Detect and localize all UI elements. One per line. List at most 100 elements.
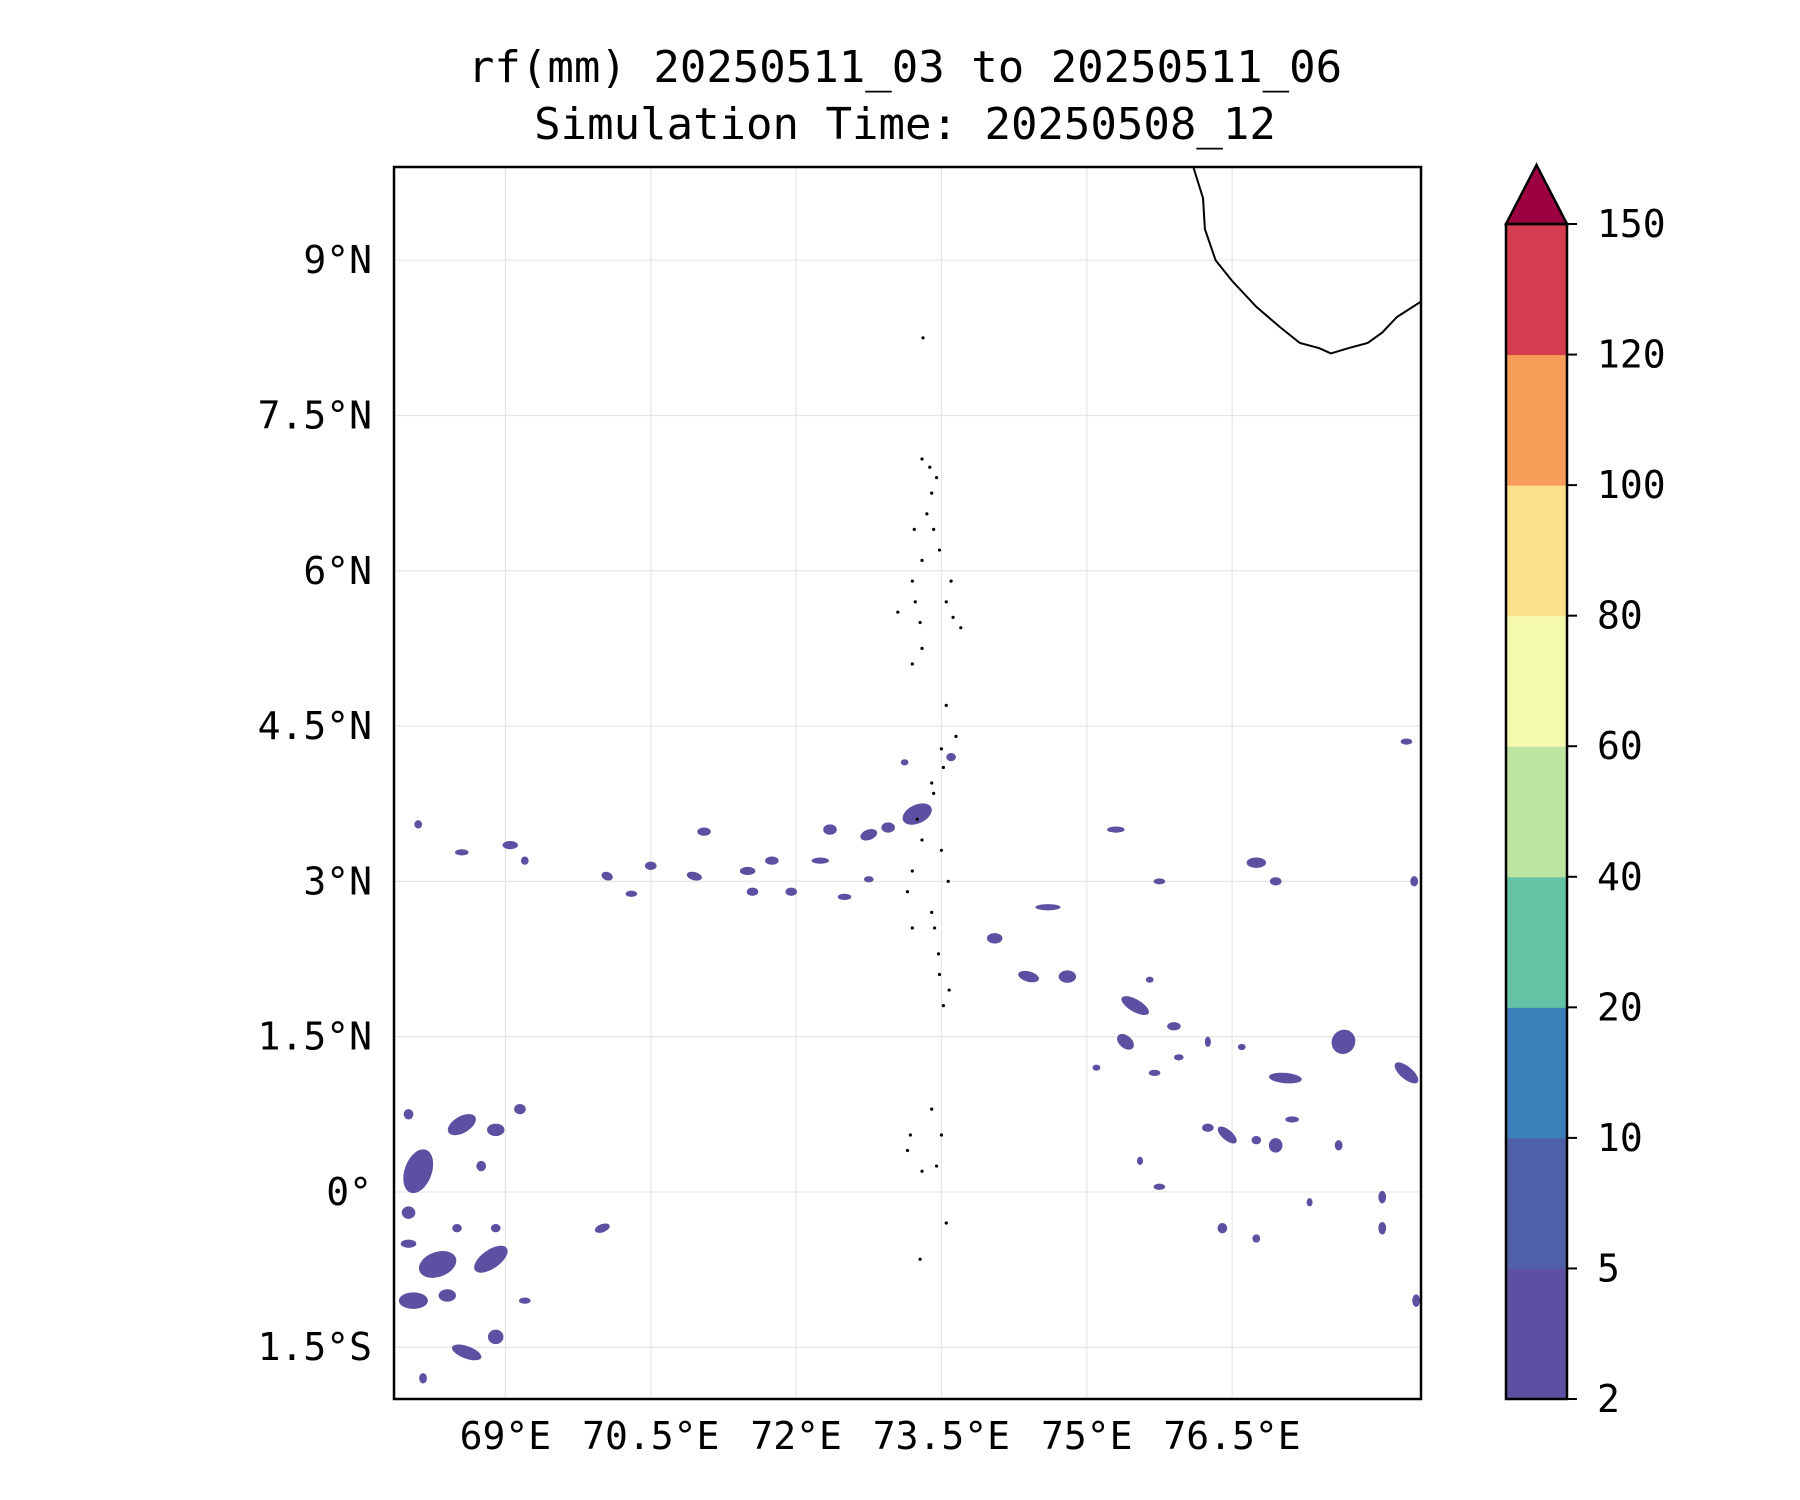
rain-cell: [1121, 996, 1149, 1016]
rain-cell: [1268, 1138, 1283, 1153]
lon-tick-label: 72°E: [750, 1414, 842, 1458]
colorbar-tick-label: 80: [1597, 594, 1643, 638]
island-marker: [937, 972, 942, 977]
rain-cell: [863, 876, 874, 883]
colorbar-tick-label: 120: [1597, 333, 1666, 377]
island-marker: [937, 548, 942, 552]
rain-cell: [452, 1224, 462, 1233]
rain-cell: [487, 1329, 504, 1345]
island-marker: [925, 512, 929, 516]
rain-cell: [1246, 857, 1266, 868]
island-marker: [905, 1148, 910, 1153]
rain-cell: [414, 820, 423, 829]
rain-cell: [451, 1344, 482, 1361]
island-marker: [910, 662, 914, 666]
island-marker: [939, 848, 944, 852]
rain-cell: [946, 752, 956, 762]
rain-cell: [487, 1123, 505, 1137]
rainfall-contour-layer: [398, 738, 1421, 1384]
lat-tick-label: 3°N: [303, 859, 372, 903]
colorbar-tick-labels: 2 5 10 20 40 60 80 100 120 150: [1567, 202, 1666, 1421]
lat-tick-label: 9°N: [303, 238, 372, 282]
rain-cell: [765, 856, 779, 865]
lon-tick-label: 73.5°E: [873, 1414, 1010, 1458]
rain-cell: [900, 759, 909, 766]
latitude-tick-labels: 9°N 7.5°N 6°N 4.5°N 3°N 1.5°N 0° 1.5°S: [258, 238, 372, 1369]
island-marker: [920, 457, 924, 461]
island-marker: [908, 1133, 913, 1137]
island-marker: [932, 527, 936, 531]
island-marker: [930, 781, 934, 785]
colorbar: 2 5 10 20 40 60 80 100 120 150: [1503, 162, 1666, 1421]
rain-cell: [455, 849, 469, 856]
island-marker: [921, 336, 925, 340]
rain-cell: [474, 1245, 508, 1273]
rain-cell: [1334, 1140, 1343, 1151]
island-marker: [910, 579, 914, 583]
rain-cell: [502, 840, 519, 850]
india-coastline: [1192, 167, 1421, 355]
coastline-layer: [896, 167, 1421, 1261]
colorbar-color-blocks: [1506, 224, 1567, 1400]
colorbar-tick-label: 60: [1597, 724, 1643, 768]
rain-cell: [403, 1149, 434, 1194]
island-marker: [939, 1133, 944, 1137]
colorbar-tick-label: 40: [1597, 855, 1643, 899]
rain-cell: [1035, 904, 1061, 911]
lat-tick-label: 6°N: [303, 549, 372, 593]
colorbar-extend-arrow: [1503, 162, 1570, 226]
colorbar-block: [1506, 1007, 1567, 1139]
island-marker: [954, 734, 958, 739]
island-marker: [910, 926, 914, 930]
rain-cell: [1306, 1198, 1313, 1207]
island-marker: [928, 465, 932, 469]
island-marker: [941, 765, 945, 770]
rain-cell: [447, 1114, 476, 1136]
island-marker: [920, 558, 924, 563]
rain-cell: [1251, 1136, 1262, 1145]
rain-cell: [1167, 1022, 1181, 1031]
rain-cell: [1202, 1123, 1214, 1132]
rain-cell: [1412, 1294, 1421, 1307]
rain-cell: [1173, 1054, 1184, 1061]
island-marker: [946, 879, 950, 883]
island-marker: [915, 817, 919, 821]
rain-cell: [811, 857, 830, 864]
rain-cell: [476, 1160, 487, 1172]
island-marker: [930, 910, 934, 915]
rain-cell: [1058, 970, 1077, 983]
island-marker: [896, 610, 900, 614]
colorbar-tick-label: 2: [1597, 1377, 1620, 1421]
island-marker: [912, 527, 916, 531]
island-marker: [934, 1164, 939, 1168]
colorbar-tick-label: 20: [1597, 985, 1643, 1029]
rain-cell: [1394, 1062, 1419, 1084]
rain-cell: [1269, 877, 1282, 886]
rain-cell: [1204, 1036, 1211, 1047]
rain-cell: [686, 871, 702, 881]
rain-cell: [644, 861, 657, 870]
colorbar-tick-label: 100: [1597, 463, 1666, 507]
rain-cell: [837, 893, 852, 900]
colorbar-block: [1506, 224, 1567, 356]
rain-cell: [625, 890, 638, 897]
rain-cell: [1148, 1069, 1161, 1076]
lat-tick-label: 1.5°S: [258, 1325, 372, 1369]
rain-cell: [1252, 1234, 1261, 1243]
island-marker: [910, 869, 914, 873]
rain-cell: [1268, 1072, 1302, 1084]
lat-tick-label: 4.5°N: [258, 704, 372, 748]
rain-cell: [902, 803, 932, 825]
island-marker: [941, 1003, 945, 1008]
island-marker: [920, 1169, 924, 1173]
colorbar-tick-label: 10: [1597, 1116, 1643, 1160]
lat-tick-label: 0°: [326, 1170, 372, 1214]
map-background: [394, 167, 1421, 1399]
rain-cell: [1092, 1064, 1101, 1071]
island-marker: [932, 791, 936, 795]
rain-cell: [1378, 1221, 1387, 1235]
rain-cell: [1410, 876, 1419, 887]
colorbar-tick-label: 5: [1597, 1246, 1620, 1290]
island-marker: [930, 491, 934, 495]
